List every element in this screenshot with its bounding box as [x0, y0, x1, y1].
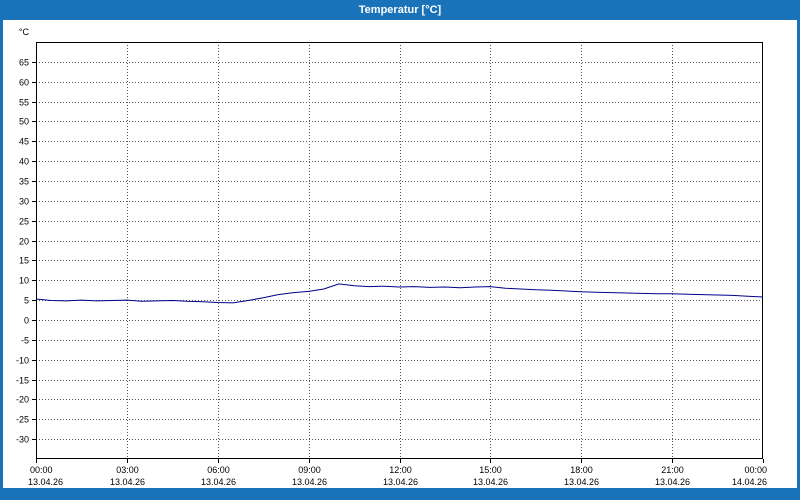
svg-text:35: 35	[19, 177, 29, 187]
svg-text:00:00: 00:00	[30, 465, 53, 475]
chart-title: Temperatur [°C]	[358, 4, 442, 16]
svg-text:13.04.26: 13.04.26	[473, 477, 508, 487]
bottom-bar	[0, 488, 800, 500]
svg-text:15:00: 15:00	[479, 465, 502, 475]
y-grid	[36, 62, 763, 440]
svg-text:15: 15	[19, 256, 29, 266]
svg-text:45: 45	[19, 137, 29, 147]
chart-area: 65 60 55 50 45 40 35 30 25 20 15 10 5 0 -5 -10 -15 -20 -25…	[3, 20, 797, 488]
svg-text:25: 25	[19, 217, 29, 227]
plot-background	[36, 42, 763, 459]
svg-text:0: 0	[24, 316, 29, 326]
svg-text:13.04.26: 13.04.26	[292, 477, 327, 487]
svg-text:-10: -10	[16, 356, 29, 366]
svg-text:13.04.26: 13.04.26	[655, 477, 690, 487]
svg-text:21:00: 21:00	[661, 465, 684, 475]
svg-text:13.04.26: 13.04.26	[28, 477, 63, 487]
svg-text:5: 5	[24, 296, 29, 306]
svg-text:30: 30	[19, 197, 29, 207]
svg-text:13.04.26: 13.04.26	[110, 477, 145, 487]
svg-text:18:00: 18:00	[570, 465, 593, 475]
svg-text:06:00: 06:00	[207, 465, 230, 475]
svg-text:14.04.26: 14.04.26	[732, 477, 767, 487]
x-axis-labels: 00:00 13.04.26 03:00 13.04.26 06:00 13.04.26 0…	[28, 459, 767, 487]
svg-text:-30: -30	[16, 435, 29, 445]
temperature-line	[35, 283, 764, 304]
svg-text:55: 55	[19, 98, 29, 108]
svg-text:13.04.26: 13.04.26	[383, 477, 418, 487]
svg-text:10: 10	[19, 276, 29, 286]
plot-border	[36, 42, 763, 459]
svg-text:-5: -5	[21, 336, 29, 346]
svg-text:60: 60	[19, 78, 29, 88]
svg-text:00:00: 00:00	[744, 465, 767, 475]
svg-text:20: 20	[19, 237, 29, 247]
svg-text:-20: -20	[16, 395, 29, 405]
svg-text:12:00: 12:00	[389, 465, 412, 475]
temperature-chart: 65605550454035302520151050-5-10-15-20-25…	[16, 27, 767, 487]
svg-text:-15: -15	[16, 376, 29, 386]
svg-text:50: 50	[19, 117, 29, 127]
x-grid	[127, 42, 673, 459]
svg-text:40: 40	[19, 157, 29, 167]
svg-text:09:00: 09:00	[298, 465, 321, 475]
svg-text:-25: -25	[16, 415, 29, 425]
y-axis-labels: 65605550454035302520151050-5-10-15-20-25…	[16, 58, 36, 445]
svg-text:13.04.26: 13.04.26	[564, 477, 599, 487]
svg-text:65: 65	[19, 58, 29, 68]
y-unit-label: °C	[19, 27, 30, 37]
svg-text:03:00: 03:00	[116, 465, 139, 475]
title-bar: Temperatur [°C]	[0, 0, 800, 20]
svg-text:13.04.26: 13.04.26	[201, 477, 236, 487]
